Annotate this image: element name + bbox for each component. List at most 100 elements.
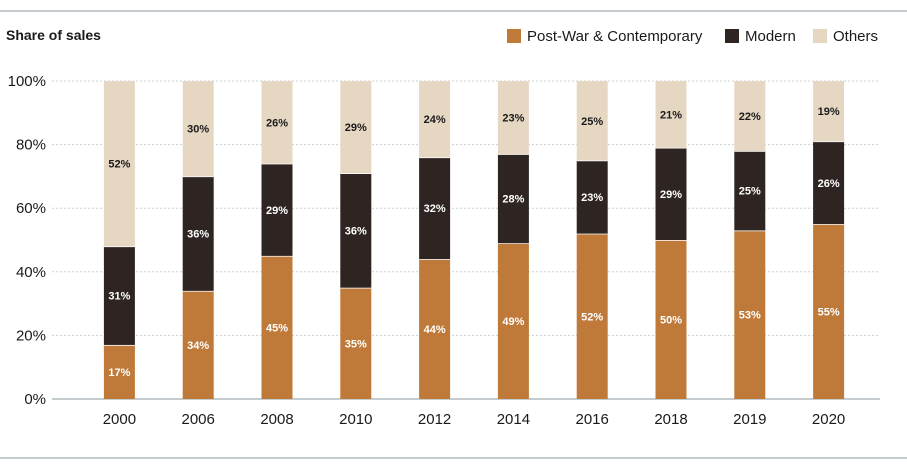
- data-label: 29%: [660, 189, 682, 201]
- y-tick-label: 100%: [8, 73, 46, 90]
- bar-stack-2016: 52% 23% 25%: [576, 81, 608, 399]
- legend-item-modern: Modern: [725, 28, 796, 45]
- bars: 17% 31% 52% 34% 36% 30% 45% 29% 26% 35% 36% 29% 44% 3…: [103, 81, 845, 399]
- bar-segment-modern: [734, 150, 766, 231]
- x-tick-label: 2000: [103, 411, 136, 428]
- y-tick-label: 0%: [24, 391, 46, 408]
- y-tick-label: 80%: [16, 137, 46, 154]
- legend-item-others: Others: [813, 28, 878, 45]
- data-label: 29%: [266, 205, 288, 217]
- bar-segment-others: [576, 81, 608, 161]
- bar-segment-post-war-contemporary: [813, 224, 845, 399]
- bar-segment-others: [419, 81, 451, 158]
- bar-stack-2018: 50% 29% 21%: [655, 81, 687, 399]
- data-label: 53%: [739, 310, 761, 322]
- bar-segment-modern: [419, 157, 451, 260]
- x-tick-label: 2008: [260, 411, 293, 428]
- legend-label: Modern: [745, 28, 796, 45]
- legend-swatch: [725, 29, 739, 43]
- bar-stack-2000: 17% 31% 52%: [103, 81, 135, 399]
- data-label: 25%: [739, 186, 761, 198]
- bar-stack-2010: 35% 36% 29%: [340, 81, 372, 399]
- data-label: 30%: [187, 124, 209, 136]
- data-label: 17%: [108, 367, 130, 379]
- y-axis: 0% 20% 40% 60% 80% 100%: [8, 73, 46, 408]
- data-label: 44%: [424, 324, 446, 336]
- data-label: 49%: [502, 316, 524, 328]
- bar-segment-modern: [576, 160, 608, 234]
- data-label: 23%: [502, 113, 524, 125]
- bar-segment-others: [813, 81, 845, 142]
- data-label: 31%: [108, 291, 130, 303]
- legend-label: Post-War & Contemporary: [527, 28, 703, 45]
- data-label: 26%: [818, 178, 840, 190]
- x-tick-label: 2010: [339, 411, 372, 428]
- data-label: 52%: [581, 311, 603, 323]
- bar-segment-modern: [497, 154, 529, 244]
- bar-segment-others: [497, 81, 529, 155]
- data-label: 52%: [108, 159, 130, 171]
- bar-segment-others: [103, 81, 135, 247]
- x-axis: 2000 2006 2008 2010 2012 2014 2016 2018 2019 2020: [103, 411, 846, 428]
- bar-segment-post-war-contemporary: [182, 290, 214, 399]
- bar-segment-modern: [261, 163, 293, 256]
- x-tick-label: 2019: [733, 411, 766, 428]
- y-tick-label: 40%: [16, 264, 46, 281]
- bar-segment-others: [734, 81, 766, 151]
- bar-segment-post-war-contemporary: [497, 243, 529, 399]
- bar-segment-others: [655, 81, 687, 148]
- data-label: 29%: [345, 122, 367, 134]
- data-label: 23%: [581, 192, 603, 204]
- data-label: 32%: [424, 203, 446, 215]
- x-tick-label: 2006: [182, 411, 215, 428]
- legend-swatch: [813, 29, 827, 43]
- data-label: 26%: [266, 117, 288, 129]
- bar-segment-others: [340, 81, 372, 174]
- data-label: 25%: [581, 116, 603, 128]
- legend-item-post-war-contemporary: Post-War & Contemporary: [507, 28, 703, 45]
- bar-segment-post-war-contemporary: [340, 287, 372, 399]
- bar-stack-2020: 55% 26% 19%: [813, 81, 845, 399]
- data-label: 55%: [818, 307, 840, 319]
- legend-swatch: [507, 29, 521, 43]
- data-label: 28%: [502, 194, 524, 206]
- bar-segment-modern: [103, 246, 135, 345]
- bar-segment-post-war-contemporary: [103, 344, 135, 399]
- bar-segment-modern: [340, 173, 372, 288]
- bar-segment-post-war-contemporary: [261, 255, 293, 399]
- data-label: 34%: [187, 340, 209, 352]
- bar-stack-2008: 45% 29% 26%: [261, 81, 293, 399]
- x-tick-label: 2016: [576, 411, 609, 428]
- data-label: 36%: [345, 225, 367, 237]
- legend-label: Others: [833, 28, 878, 45]
- data-label: 36%: [187, 229, 209, 241]
- bar-stack-2019: 53% 25% 22%: [734, 81, 766, 399]
- x-tick-label: 2012: [418, 411, 451, 428]
- data-label: 45%: [266, 322, 288, 334]
- x-tick-label: 2020: [812, 411, 845, 428]
- bar-segment-others: [182, 81, 214, 177]
- y-tick-label: 20%: [16, 327, 46, 344]
- bar-segment-modern: [813, 141, 845, 225]
- bar-stack-2012: 44% 32% 24%: [419, 81, 451, 399]
- data-label: 35%: [345, 338, 367, 350]
- bar-segment-modern: [655, 147, 687, 240]
- bar-stack-2014: 49% 28% 23%: [497, 81, 529, 399]
- chart-title: Share of sales: [6, 27, 101, 43]
- bar-segment-post-war-contemporary: [734, 230, 766, 399]
- bar-stack-2006: 34% 36% 30%: [182, 81, 214, 399]
- bar-segment-post-war-contemporary: [655, 240, 687, 399]
- data-label: 21%: [660, 109, 682, 121]
- y-tick-label: 60%: [16, 200, 46, 217]
- data-label: 24%: [424, 114, 446, 126]
- legend: Post-War & Contemporary Modern Others: [507, 28, 878, 45]
- bar-segment-post-war-contemporary: [419, 259, 451, 399]
- data-label: 50%: [660, 315, 682, 327]
- data-label: 22%: [739, 111, 761, 123]
- x-tick-label: 2018: [654, 411, 687, 428]
- x-tick-label: 2014: [497, 411, 530, 428]
- bar-segment-modern: [182, 176, 214, 291]
- bar-segment-others: [261, 81, 293, 164]
